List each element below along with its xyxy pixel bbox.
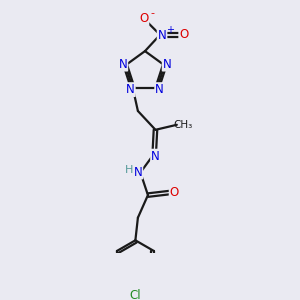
Text: N: N (158, 29, 167, 42)
Text: N: N (126, 83, 135, 96)
Text: O: O (139, 13, 148, 26)
Text: O: O (179, 28, 188, 41)
Text: N: N (155, 83, 164, 96)
Text: N: N (118, 58, 127, 70)
Text: +: + (166, 25, 174, 35)
Text: O: O (170, 186, 179, 199)
Text: N: N (151, 150, 160, 163)
Text: CH₃: CH₃ (173, 120, 193, 130)
Text: Cl: Cl (130, 289, 141, 300)
Text: N: N (134, 166, 142, 178)
Text: H: H (125, 166, 133, 176)
Text: N: N (163, 58, 171, 70)
Text: -: - (151, 8, 154, 18)
